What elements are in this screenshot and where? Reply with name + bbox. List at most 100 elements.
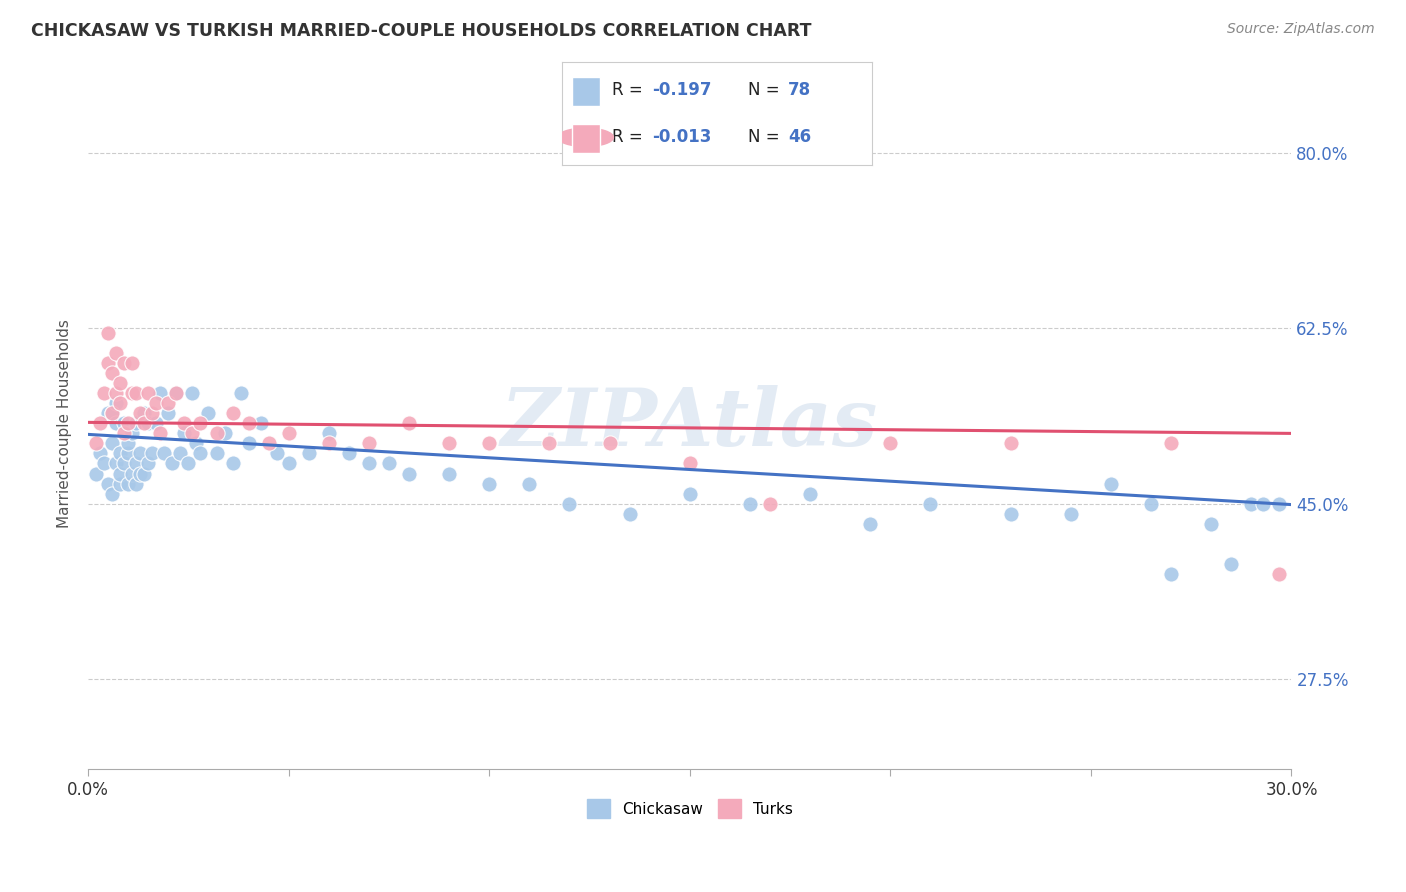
Point — [169, 446, 191, 460]
Point — [879, 436, 901, 450]
Point — [145, 417, 167, 431]
Point — [97, 356, 120, 370]
Point — [121, 426, 143, 441]
FancyBboxPatch shape — [572, 124, 599, 153]
Point — [149, 386, 172, 401]
Point — [84, 436, 107, 450]
Point — [125, 457, 148, 471]
Point — [214, 426, 236, 441]
Point — [859, 516, 882, 531]
Point — [249, 417, 271, 431]
Point — [121, 386, 143, 401]
Point — [93, 386, 115, 401]
Point — [1240, 497, 1263, 511]
Point — [1199, 516, 1222, 531]
Point — [181, 386, 204, 401]
Point — [1220, 557, 1243, 571]
Point — [129, 446, 152, 460]
Point — [136, 457, 159, 471]
Point — [101, 406, 124, 420]
Point — [97, 326, 120, 340]
Point — [190, 446, 212, 460]
Point — [759, 497, 782, 511]
Point — [398, 417, 420, 431]
Point — [136, 386, 159, 401]
Point — [125, 417, 148, 431]
Text: 78: 78 — [789, 81, 811, 99]
Point — [105, 386, 128, 401]
Point — [599, 436, 621, 450]
Point — [920, 497, 942, 511]
Point — [157, 396, 180, 410]
Text: ZIPAtlas: ZIPAtlas — [501, 384, 879, 462]
Point — [153, 446, 176, 460]
Point — [197, 406, 219, 420]
Point — [97, 476, 120, 491]
Point — [125, 386, 148, 401]
Legend: Chickasaw, Turks: Chickasaw, Turks — [581, 793, 799, 824]
Point — [105, 346, 128, 360]
Text: CHICKASAW VS TURKISH MARRIED-COUPLE HOUSEHOLDS CORRELATION CHART: CHICKASAW VS TURKISH MARRIED-COUPLE HOUS… — [31, 22, 811, 40]
Point — [221, 406, 243, 420]
Point — [257, 436, 280, 450]
Point — [173, 426, 195, 441]
Point — [134, 467, 156, 481]
Point — [97, 406, 120, 420]
Point — [141, 406, 163, 420]
Point — [1268, 497, 1291, 511]
Point — [129, 467, 152, 481]
Point — [186, 436, 208, 450]
Point — [165, 386, 187, 401]
Point — [205, 426, 228, 441]
Point — [157, 406, 180, 420]
Point — [181, 426, 204, 441]
Point — [337, 446, 360, 460]
Point — [110, 376, 132, 391]
Point — [177, 457, 200, 471]
Point — [519, 476, 541, 491]
FancyBboxPatch shape — [572, 77, 599, 105]
Point — [145, 396, 167, 410]
Point — [162, 457, 184, 471]
Point — [238, 436, 260, 450]
Point — [190, 417, 212, 431]
Point — [1160, 566, 1182, 581]
Point — [165, 386, 187, 401]
Point — [277, 426, 299, 441]
Point — [398, 467, 420, 481]
Text: R =: R = — [612, 128, 648, 146]
Point — [117, 417, 139, 431]
Text: Source: ZipAtlas.com: Source: ZipAtlas.com — [1227, 22, 1375, 37]
Text: R =: R = — [612, 81, 648, 99]
Y-axis label: Married-couple Households: Married-couple Households — [58, 319, 72, 528]
Point — [121, 467, 143, 481]
Point — [205, 446, 228, 460]
Point — [679, 486, 702, 500]
Point — [221, 457, 243, 471]
Point — [738, 497, 761, 511]
Point — [357, 457, 380, 471]
Point — [105, 396, 128, 410]
Point — [101, 486, 124, 500]
Point — [318, 436, 340, 450]
Point — [112, 426, 135, 441]
Text: N =: N = — [748, 81, 785, 99]
Point — [134, 406, 156, 420]
Point — [117, 436, 139, 450]
Point — [84, 467, 107, 481]
Point — [117, 476, 139, 491]
Point — [105, 457, 128, 471]
Point — [112, 417, 135, 431]
Point — [1099, 476, 1122, 491]
Point — [136, 417, 159, 431]
Point — [266, 446, 288, 460]
Point — [277, 457, 299, 471]
Point — [1000, 436, 1022, 450]
Point — [129, 406, 152, 420]
Point — [141, 446, 163, 460]
Point — [318, 426, 340, 441]
Point — [110, 476, 132, 491]
Point — [238, 417, 260, 431]
Point — [149, 426, 172, 441]
Point — [117, 446, 139, 460]
